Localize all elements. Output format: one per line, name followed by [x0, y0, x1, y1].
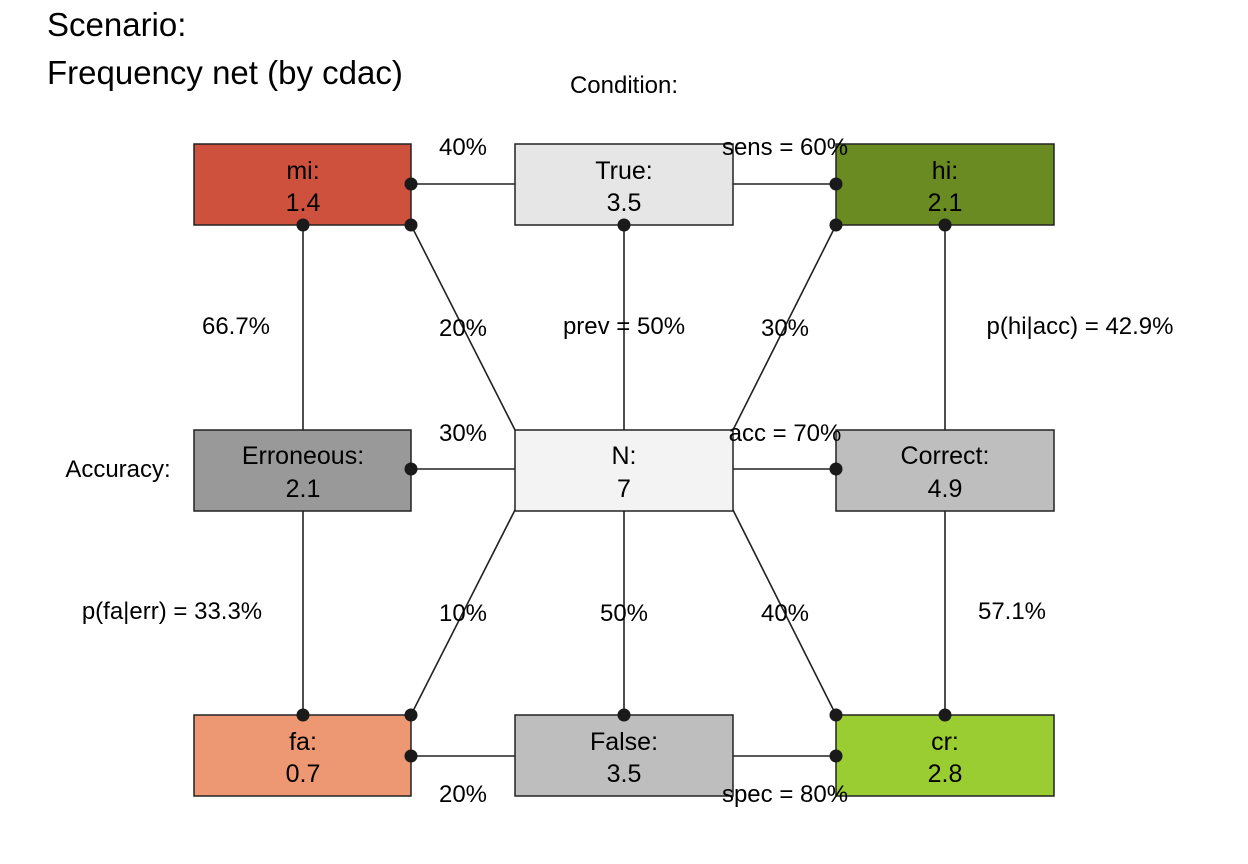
- dot-true-bottom: [617, 218, 631, 232]
- mi-label: mi:: [286, 157, 319, 185]
- box-erroneous: [193, 429, 412, 512]
- edge-label-hi-correct: p(hi|acc) = 42.9%: [987, 313, 1174, 340]
- dot-hi-corner: [829, 218, 843, 232]
- edge-label-n-cr: 40%: [761, 600, 809, 627]
- n-label: N:: [612, 442, 637, 470]
- n-value: 7: [617, 475, 631, 503]
- edge-label-true-n: prev = 50%: [563, 313, 685, 340]
- correct-label: Correct:: [901, 442, 990, 470]
- dot-false-top: [617, 708, 631, 722]
- fa-value: 0.7: [286, 760, 321, 788]
- dot-mi-corner: [404, 218, 418, 232]
- erroneous-label: Erroneous:: [242, 442, 364, 470]
- false-value: 3.5: [607, 760, 642, 788]
- edge-label-hi-n: 30%: [761, 315, 809, 342]
- dot-erroneous-right: [404, 462, 418, 476]
- edge-mi-n: [410, 224, 516, 431]
- cr-value: 2.8: [928, 760, 963, 788]
- edge-label-mi-n: 20%: [439, 315, 487, 342]
- dot-correct-left: [829, 462, 843, 476]
- edge-n-fa: [410, 509, 516, 716]
- edge-label-mi-erroneous: 66.7%: [202, 313, 270, 340]
- edge-label-correct-cr: 57.1%: [978, 598, 1046, 625]
- edge-label-n-fa: 10%: [439, 600, 487, 627]
- box-fa: [193, 714, 412, 797]
- scenario-label: Scenario:: [47, 6, 187, 43]
- dot-fa-right: [404, 749, 418, 763]
- diagram-title: Frequency net (by cdac): [47, 54, 403, 91]
- dot-hi-left: [829, 177, 843, 191]
- accuracy-label: Accuracy:: [65, 456, 170, 483]
- dot-cr-top: [938, 708, 952, 722]
- box-hi: [835, 143, 1055, 226]
- edge-label-erroneous-fa: p(fa|err) = 33.3%: [82, 598, 262, 625]
- edge-label-mi-true: 40%: [439, 134, 487, 161]
- box-cr: [835, 714, 1055, 797]
- cr-label: cr:: [931, 728, 959, 756]
- edge-hi-n: [732, 224, 837, 431]
- edge-label-fa-false: 20%: [439, 781, 487, 808]
- condition-label: Condition:: [570, 72, 678, 99]
- edge-label-true-hi: sens = 60%: [722, 134, 848, 161]
- true-value: 3.5: [607, 189, 642, 217]
- dot-mi-right: [404, 177, 418, 191]
- true-label: True:: [595, 157, 652, 185]
- false-label: False:: [590, 728, 658, 756]
- mi-value: 1.4: [286, 189, 321, 217]
- box-n: [514, 429, 734, 512]
- dot-cr-left: [829, 749, 843, 763]
- edge-label-erroneous-n: 30%: [439, 420, 487, 447]
- edges-group: [302, 183, 946, 757]
- dot-fa-corner: [404, 708, 418, 722]
- dot-hi-bottom: [938, 218, 952, 232]
- edge-label-false-cr: spec = 80%: [722, 781, 848, 808]
- dot-fa-top: [296, 708, 310, 722]
- hi-value: 2.1: [928, 189, 963, 217]
- fa-label: fa:: [289, 728, 317, 756]
- dot-cr-corner: [829, 708, 843, 722]
- edge-label-n-correct: acc = 70%: [729, 420, 842, 447]
- dot-mi-bottom: [296, 218, 310, 232]
- erroneous-value: 2.1: [286, 475, 321, 503]
- hi-label: hi:: [932, 157, 958, 185]
- edge-n-cr: [732, 509, 837, 716]
- edge-label-n-false: 50%: [600, 600, 648, 627]
- correct-value: 4.9: [928, 475, 963, 503]
